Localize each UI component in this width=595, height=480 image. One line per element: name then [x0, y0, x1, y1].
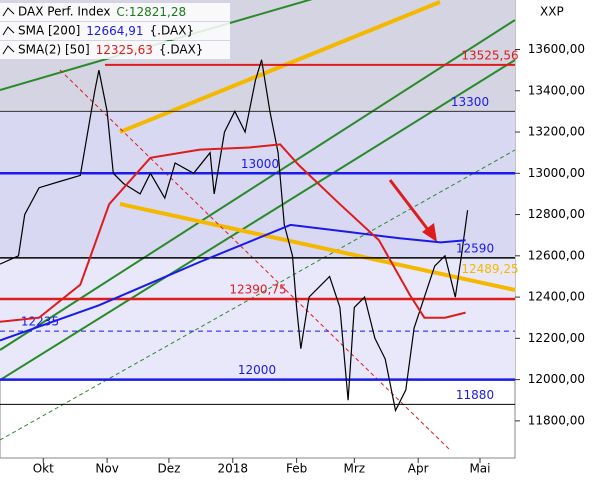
level-label: 13300: [451, 95, 489, 109]
trend-line: [119, 0, 441, 134]
x-tick-label: Mai: [469, 462, 490, 476]
band: [0, 257, 515, 380]
y-tick-label: 13000,00: [528, 166, 585, 180]
legend-name: DAX Perf. Index: [18, 5, 110, 19]
x-tick-label: Apr: [408, 462, 429, 476]
legend-name: SMA [200]: [18, 24, 80, 38]
level-label: 12590: [456, 241, 494, 255]
channel-line: [0, 59, 516, 381]
legend-source: {.DAX}: [159, 43, 204, 57]
y-tick-label: 11800,00: [528, 413, 585, 427]
legend-value: 12664,91: [86, 24, 143, 38]
channel-line: [0, 19, 516, 351]
corner-label: XXP: [540, 5, 564, 19]
legend-value: 12325,63: [96, 43, 153, 57]
x-tick-label: Okt: [33, 462, 54, 476]
level-label: 13000: [241, 157, 279, 171]
trend-line: [119, 202, 516, 292]
level-label: 12489,25: [461, 262, 518, 276]
legend-value: C:12821,28: [116, 5, 186, 19]
y-tick-label: 12200,00: [528, 331, 585, 345]
x-tick-label: Dez: [157, 462, 180, 476]
y-tick-label: 12000,00: [528, 372, 585, 386]
y-tick-label: 12400,00: [528, 290, 585, 304]
x-tick-label: 2018: [218, 462, 249, 476]
legend-value: C:12821,28: [116, 5, 186, 19]
legend: DAX Perf. Index C:12821,28 SMA [200] 12664,…: [0, 3, 230, 59]
y-tick-label: 12600,00: [528, 248, 585, 262]
x-tick-label: Feb: [286, 462, 307, 476]
trend-lines: [0, 0, 516, 451]
y-tick-label: 13200,00: [528, 125, 585, 139]
level-label: 11880: [456, 388, 494, 402]
level-label: 12000: [238, 363, 276, 377]
y-tick-label: 13600,00: [528, 42, 585, 56]
x-tick-label: Nov: [95, 462, 118, 476]
legend-value: 12325,63: [96, 43, 153, 57]
level-label: 12390,75: [229, 282, 286, 296]
y-tick-label: 13400,00: [528, 83, 585, 97]
x-tick-label: Mrz: [344, 462, 366, 476]
series-line: [0, 59, 469, 413]
legend-bg: [0, 22, 230, 40]
y-tick-label: 12800,00: [528, 207, 585, 221]
series-line: [0, 223, 466, 342]
arrow: [388, 179, 434, 236]
channel-line: [0, 0, 313, 91]
legend-bg: [0, 41, 230, 59]
legend-name: SMA(2) [50]: [18, 43, 90, 57]
legend-bg: [0, 3, 230, 21]
legend-value: 12664,91: [86, 24, 143, 38]
legend-icon: [2, 26, 15, 36]
channel-line: [0, 149, 516, 441]
level-label: 13525,56: [461, 48, 518, 62]
legend-icon: [2, 45, 15, 55]
series-line: [0, 143, 466, 323]
legend-source: {.DAX}: [150, 24, 195, 38]
legend-icon: [2, 7, 15, 17]
arrow-head: [422, 223, 437, 242]
